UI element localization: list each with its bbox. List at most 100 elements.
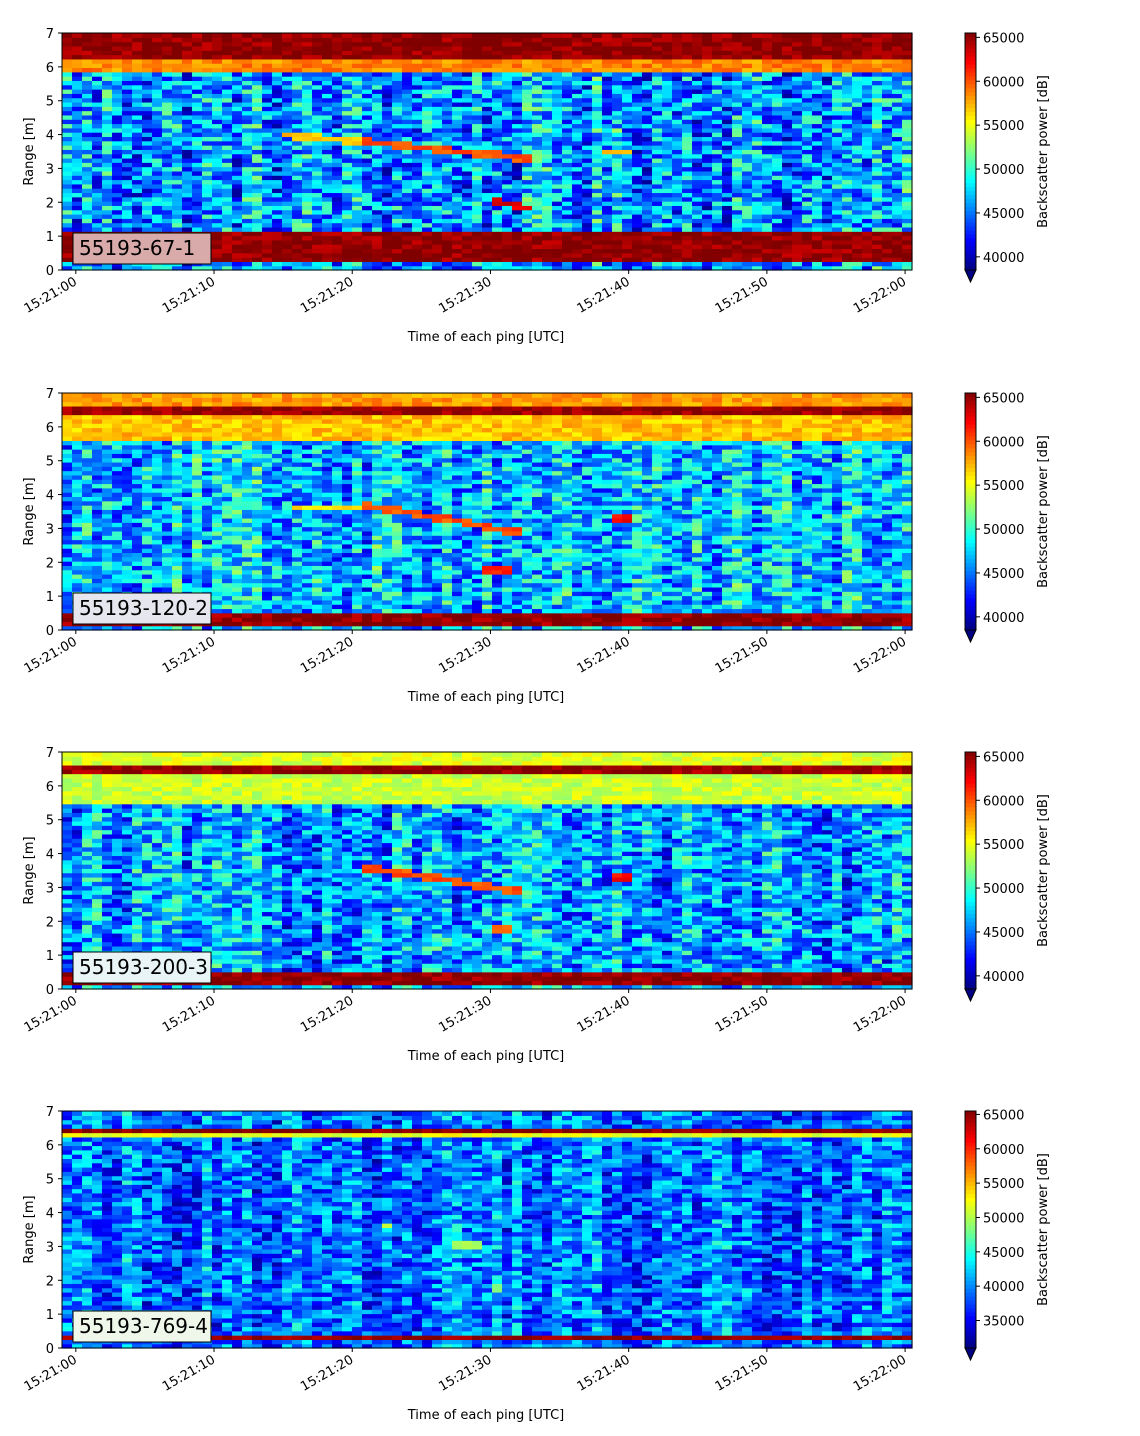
heatmap-cell	[322, 175, 333, 181]
heatmap-cell	[902, 239, 913, 245]
heatmap-cell	[402, 37, 413, 43]
heatmap-cell	[402, 106, 413, 112]
heatmap-cell	[122, 192, 133, 198]
heatmap-cell	[662, 252, 673, 258]
heatmap-cell	[552, 244, 563, 250]
heatmap-cell	[92, 213, 103, 219]
heatmap-cell	[522, 127, 533, 133]
heatmap-cell	[842, 149, 853, 155]
heatmap-cell	[752, 93, 763, 99]
heatmap-cell	[622, 209, 633, 215]
heatmap-cell	[162, 114, 173, 120]
heatmap-cell	[62, 89, 73, 94]
heatmap-cell	[242, 140, 253, 146]
heatmap-cell	[712, 89, 723, 94]
colorbar-segment	[965, 163, 976, 168]
heatmap-cell	[342, 114, 353, 120]
heatmap-cell	[152, 54, 163, 60]
heatmap-cell	[62, 500, 73, 506]
heatmap-cell	[92, 175, 103, 181]
colorbar-segment	[965, 234, 976, 239]
heatmap-cell	[682, 54, 693, 60]
heatmap-cell	[692, 170, 703, 176]
heatmap-cell	[102, 106, 113, 112]
heatmap-cell	[392, 101, 403, 107]
heatmap-cell	[152, 45, 163, 51]
heatmap-cell	[572, 45, 583, 51]
heatmap-cell	[482, 50, 493, 56]
heatmap-cell	[732, 93, 743, 99]
heatmap-cell	[752, 209, 763, 215]
heatmap-cell	[112, 218, 123, 224]
heatmap-cell	[382, 114, 393, 120]
heatmap-cell	[492, 63, 503, 69]
heatmap-cell	[872, 166, 883, 172]
heatmap-cell	[872, 45, 883, 51]
heatmap-cell	[192, 179, 203, 185]
heatmap-cell	[172, 213, 183, 219]
heatmap-cell	[362, 170, 373, 176]
heatmap-cell	[812, 80, 823, 86]
heatmap-cell	[542, 231, 553, 237]
heatmap-cell	[602, 261, 613, 267]
heatmap-cell	[522, 244, 533, 250]
heatmap-cell	[742, 265, 753, 271]
heatmap-cell	[582, 265, 593, 271]
heatmap-cell	[602, 54, 613, 60]
heatmap-cell	[72, 132, 83, 138]
heatmap-cell	[632, 153, 643, 159]
heatmap-cell	[582, 76, 593, 81]
heatmap-cell	[652, 188, 663, 194]
heatmap-cell	[452, 80, 463, 86]
heatmap-cell	[632, 71, 643, 77]
heatmap-cell	[322, 226, 333, 232]
heatmap-cell	[252, 248, 263, 254]
heatmap-cell	[792, 153, 803, 159]
heatmap-cell	[782, 261, 793, 267]
heatmap-cell	[122, 196, 133, 202]
heatmap-cell	[532, 45, 543, 51]
heatmap-cell	[522, 252, 533, 258]
heatmap-cell	[92, 84, 103, 90]
heatmap-cell	[102, 140, 113, 146]
heatmap-cell	[842, 261, 853, 267]
heatmap-cell	[182, 119, 193, 125]
heatmap-cell	[102, 170, 113, 176]
heatmap-cell	[212, 201, 223, 206]
heatmap-cell	[462, 33, 473, 38]
heatmap-cell	[542, 136, 553, 142]
heatmap-cell	[682, 123, 693, 129]
heatmap-cell	[192, 149, 203, 155]
heatmap-cell	[492, 265, 503, 271]
heatmap-cell	[322, 218, 333, 224]
heatmap-cell	[532, 261, 543, 267]
colorbar-segment	[965, 238, 976, 243]
heatmap-cell	[522, 209, 533, 215]
heatmap-cell	[262, 209, 273, 215]
heatmap-cell	[202, 80, 213, 86]
heatmap-cell	[122, 175, 133, 181]
heatmap-cell	[72, 470, 83, 476]
heatmap-cell	[702, 231, 713, 237]
heatmap-cell	[852, 76, 863, 81]
heatmap-cell	[362, 265, 373, 271]
heatmap-cell	[282, 101, 293, 107]
heatmap-cell	[532, 183, 543, 189]
heatmap-cell	[212, 97, 223, 103]
heatmap-cell	[722, 192, 733, 198]
heatmap-cell	[62, 591, 73, 597]
heatmap-cell	[82, 76, 93, 81]
heatmap-cell	[452, 37, 463, 43]
heatmap-cell	[382, 235, 393, 241]
heatmap-cell	[132, 33, 143, 38]
heatmap-cell	[82, 423, 93, 429]
heatmap-cell	[662, 76, 673, 81]
heatmap-cell	[642, 170, 653, 176]
heatmap-cell	[432, 106, 443, 112]
heatmap-cell	[902, 63, 913, 69]
heatmap-cell	[552, 45, 563, 51]
heatmap-cell	[212, 265, 223, 271]
heatmap-cell	[762, 222, 773, 228]
heatmap-cell	[712, 80, 723, 86]
heatmap-cell	[482, 110, 493, 116]
